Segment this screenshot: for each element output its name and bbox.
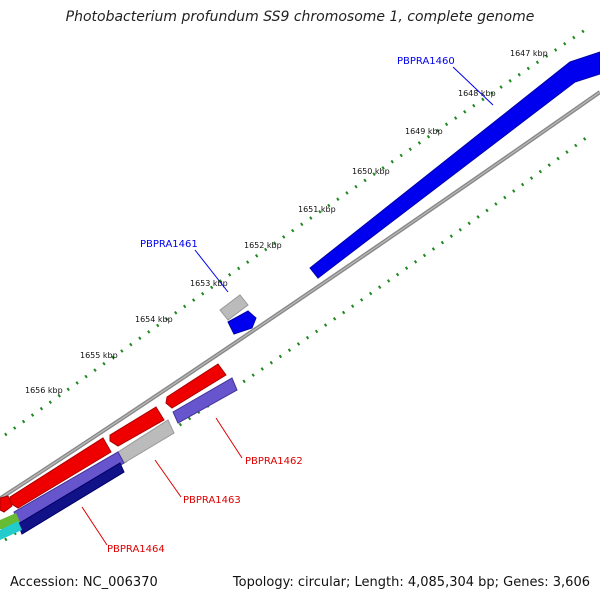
leader-pbpra1463 <box>154 459 182 498</box>
purple-feature-pbpra1462[interactable] <box>172 377 238 424</box>
kbp-label: 1650 kbp <box>352 167 390 176</box>
kbp-label: 1647 kbp <box>510 49 548 58</box>
gene-label-pbpra1461[interactable]: PBPRA1461 <box>140 239 198 250</box>
kbp-label: 1656 kbp <box>25 386 63 395</box>
kbp-label: 1654 kbp <box>135 315 173 324</box>
kbp-label: 1653 kbp <box>190 279 228 288</box>
outer-tick-track <box>4 28 586 437</box>
gene-label-pbpra1462[interactable]: PBPRA1462 <box>245 456 303 467</box>
kbp-label: 1648 kbp <box>458 89 496 98</box>
leader-pbpra1460 <box>452 66 494 106</box>
gene-pbpra1460-arrow[interactable] <box>309 51 600 279</box>
leader-pbpra1464 <box>81 506 108 546</box>
gene-pbpra1462-arrow[interactable] <box>165 363 227 409</box>
gene-pbpra1461-arrow[interactable] <box>227 310 257 335</box>
gene-left-edge-arrow[interactable] <box>0 495 13 513</box>
green-feature-edge[interactable] <box>0 513 20 530</box>
gene-label-pbpra1460[interactable]: PBPRA1460 <box>397 56 455 67</box>
leader-pbpra1461 <box>194 249 229 293</box>
gene-pbpra1463-arrow[interactable] <box>109 406 165 447</box>
cyan-feature-edge[interactable] <box>0 521 22 540</box>
kbp-label: 1652 kbp <box>244 241 282 250</box>
accession-text: Accession: NC_006370 <box>10 575 158 590</box>
map-title: Photobacterium profundum SS9 chromosome … <box>65 9 535 25</box>
navy-feature-pbpra1464[interactable] <box>17 462 125 535</box>
gray-feature-small[interactable] <box>219 294 249 321</box>
kbp-label: 1649 kbp <box>405 127 443 136</box>
leader-pbpra1462 <box>215 417 243 459</box>
gene-label-pbpra1464[interactable]: PBPRA1464 <box>107 544 165 555</box>
kbp-label: 1655 kbp <box>80 351 118 360</box>
gene-label-pbpra1463[interactable]: PBPRA1463 <box>183 495 241 506</box>
summary-text: Topology: circular; Length: 4,085,304 bp… <box>232 575 590 590</box>
chromosome-backbone-highlight <box>0 91 600 500</box>
kbp-label: 1651 kbp <box>298 205 336 214</box>
